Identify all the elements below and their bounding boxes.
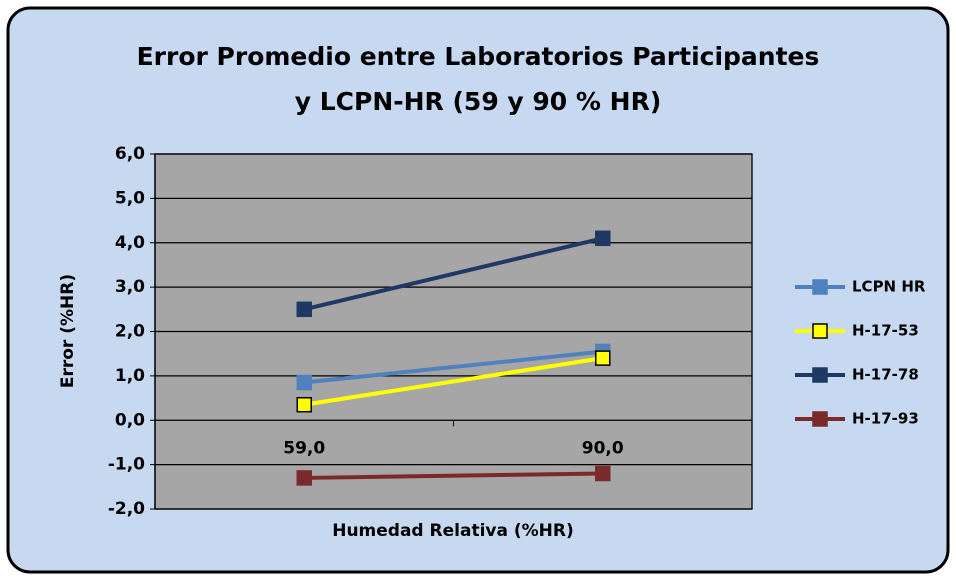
legend-marker [812, 411, 828, 427]
y-tick-label: 6,0 [115, 144, 145, 164]
marker [296, 470, 312, 486]
y-tick-label: 3,0 [115, 277, 145, 297]
y-tick-label: 5,0 [115, 188, 145, 208]
marker [296, 374, 312, 391]
plot-border [154, 153, 753, 510]
legend-marker [812, 323, 828, 339]
y-tick-label: -2,0 [108, 499, 145, 519]
series-line [303, 356, 604, 407]
chart-title: Error Promedio entre Laboratorios Partic… [137, 42, 820, 71]
chart-title: y LCPN-HR (59 y 90 % HR) [295, 87, 662, 116]
legend-marker [812, 279, 828, 295]
marker [595, 350, 611, 366]
legend-label: LCPN HR [852, 278, 926, 296]
marker [595, 465, 611, 482]
y-tick-label: 4,0 [115, 233, 145, 253]
y-axis-label: Error (%HR) [58, 274, 78, 388]
series-line [304, 471, 603, 480]
y-tick-label: -1,0 [108, 455, 145, 475]
marker [296, 396, 312, 413]
series-line [303, 236, 604, 312]
y-tick-label: 2,0 [115, 322, 145, 342]
series-line [304, 349, 603, 385]
x-tick-label: 90,0 [582, 438, 624, 458]
x-tick-label: 59,0 [283, 438, 325, 458]
legend-label: H-17-78 [852, 366, 919, 384]
legend-marker [812, 367, 828, 383]
marker [595, 230, 611, 247]
y-tick-label: 1,0 [115, 366, 145, 386]
legend-label: H-17-53 [852, 322, 919, 340]
legend-label: H-17-93 [852, 410, 919, 428]
marker [296, 301, 312, 318]
y-tick-label: 0,0 [115, 410, 145, 430]
x-axis-label: Humedad Relativa (%HR) [332, 521, 574, 541]
